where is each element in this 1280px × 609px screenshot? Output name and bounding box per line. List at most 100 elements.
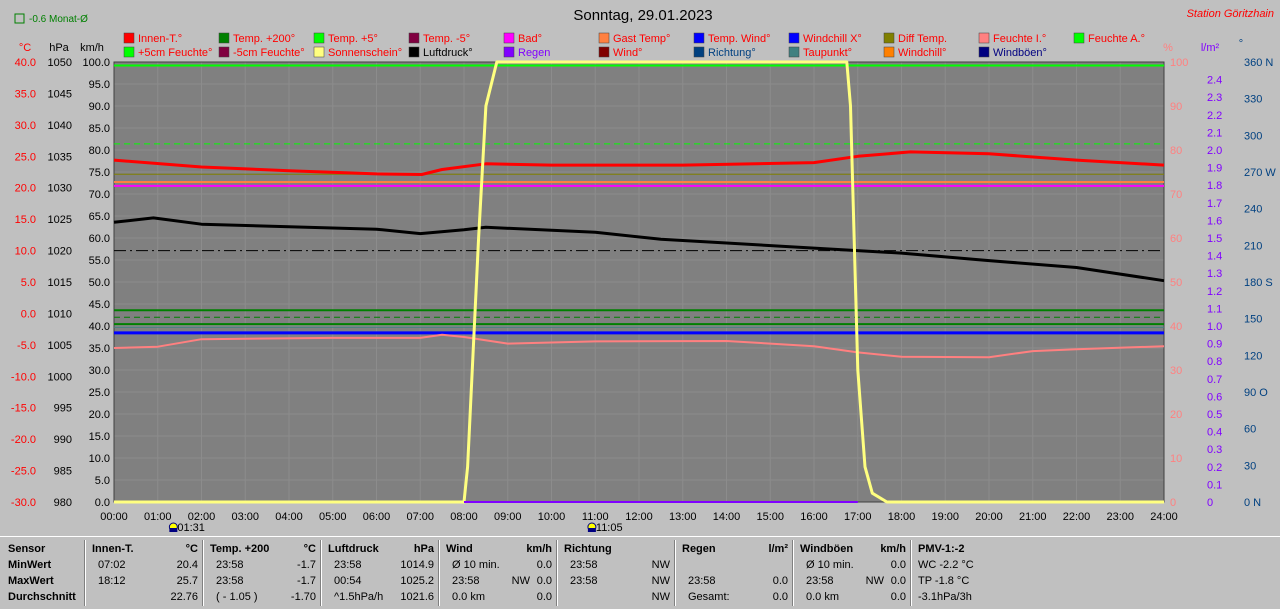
stat-label: 23:58 [688,575,716,587]
tick-label: 02:00 [188,511,216,523]
column-separator [202,540,204,606]
legend-swatch [218,32,230,44]
legend-swatch [693,32,705,44]
tick-label: 120 [1244,350,1262,362]
legend-entry: Temp. +5° [328,33,378,45]
tick-label: 0.7 [1207,374,1222,386]
legend-swatch [123,32,135,44]
legend-swatch [218,46,230,58]
tick-label: 1005 [48,340,72,352]
tick-label: 1.3 [1207,268,1222,280]
tick-label: 17:00 [844,511,872,523]
column-title: Regen [682,543,716,555]
stat-direction: NW [865,575,884,587]
legend-swatch [978,46,990,58]
tick-label: 300 [1244,130,1262,142]
stat-value: 1014.9 [400,559,434,571]
series-line [113,150,1165,176]
tick-label: 90.0 [89,101,110,113]
stat-value: 20.4 [176,559,198,571]
stat-value: 22.76 [170,591,198,603]
tick-label: 20:00 [975,511,1003,523]
stat-label: 18:12 [98,575,126,587]
tick-label: 0.0 [95,497,110,509]
tick-label: -25.0 [11,466,36,478]
tick-label: 1025 [48,214,72,226]
tick-label: 990 [54,434,72,446]
direction-unit: ° [1239,38,1243,50]
tick-label: 14:00 [713,511,741,523]
rain-unit: l/m² [1201,42,1220,54]
tick-label: 80 [1170,145,1182,157]
tick-label: 1000 [48,371,72,383]
tick-label: 1.6 [1207,215,1222,227]
tick-label: 35.0 [15,88,36,100]
hpa-unit: hPa [49,42,69,54]
stat-value: -1.7 [297,575,316,587]
tick-label: 15.0 [89,431,110,443]
stat-value: 0.0 [536,575,552,587]
legend-entry: Bad° [518,33,542,45]
tick-label: 100.0 [82,57,110,69]
tick-label: 0.5 [1207,409,1222,421]
tick-label: 1040 [48,120,72,132]
tick-label: 35.0 [89,343,110,355]
row-label: MinWert [8,559,52,571]
tick-label: 09:00 [494,511,522,523]
legend-entry: Richtung° [708,47,756,59]
tick-label: 1.1 [1207,303,1222,315]
tick-label: 1.0 [1207,321,1222,333]
stat-label: Ø 10 min. [806,559,854,571]
tick-label: 10:00 [538,511,566,523]
row-label: Sensor [8,543,46,555]
legend-entry: -5cm Feuchte° [233,47,305,59]
tick-label: 2.4 [1207,75,1222,87]
tick-label: 50 [1170,277,1182,289]
column-unit: l/m² [768,543,788,555]
sunrise-icon [168,522,178,532]
tick-label: 70 [1170,189,1182,201]
tick-label: 0.4 [1207,427,1222,439]
tick-label: 100 [1170,57,1188,69]
legend-entry: Luftdruck° [423,47,473,59]
tick-label: 40 [1170,321,1182,333]
stat-label: 23:58 [452,575,480,587]
tick-label: 60 [1170,233,1182,245]
legend-swatch [788,32,800,44]
stats-column-pmv: PMV-1:-2 WC -2.2 °C TP -1.8 °C -3.1hPa/3h [914,537,1030,609]
tick-label: 30 [1244,460,1256,472]
tick-label: 75.0 [89,167,110,179]
tick-label: 18:00 [888,511,916,523]
tick-label: 2.2 [1207,110,1222,122]
stat-value: 0.0 [890,575,906,587]
stat-label: Ø 10 min. [452,559,500,571]
column-separator [438,540,440,606]
tick-label: 30.0 [15,120,36,132]
tick-label: 06:00 [363,511,391,523]
tick-label: -30.0 [11,497,36,509]
column-title: Wind [446,543,473,555]
stat-value: 0.0 [772,575,788,587]
percent-unit: % [1163,42,1173,54]
legend-swatch [1073,32,1085,44]
tick-label: 22:00 [1063,511,1091,523]
legend-entry: Temp. Wind° [708,33,770,45]
tick-label: 985 [54,466,72,478]
column-separator [320,540,322,606]
series-line [113,216,1165,283]
stat-label: -3.1hPa/3h [918,591,972,603]
legend-entry: Wind° [613,47,642,59]
tick-label: 1010 [48,308,72,320]
stat-value: -1.7 [297,559,316,571]
legend-swatch [693,46,705,58]
tick-label: 90 O [1244,387,1268,399]
tick-label: 50.0 [89,277,110,289]
tick-label: 04:00 [275,511,303,523]
column-separator [556,540,558,606]
tick-label: 10 [1170,453,1182,465]
tick-label: 1050 [48,57,72,69]
celsius-unit: °C [19,42,31,54]
tick-label: 30.0 [89,365,110,377]
tick-label: 10.0 [89,453,110,465]
column-title: Richtung [564,543,612,555]
